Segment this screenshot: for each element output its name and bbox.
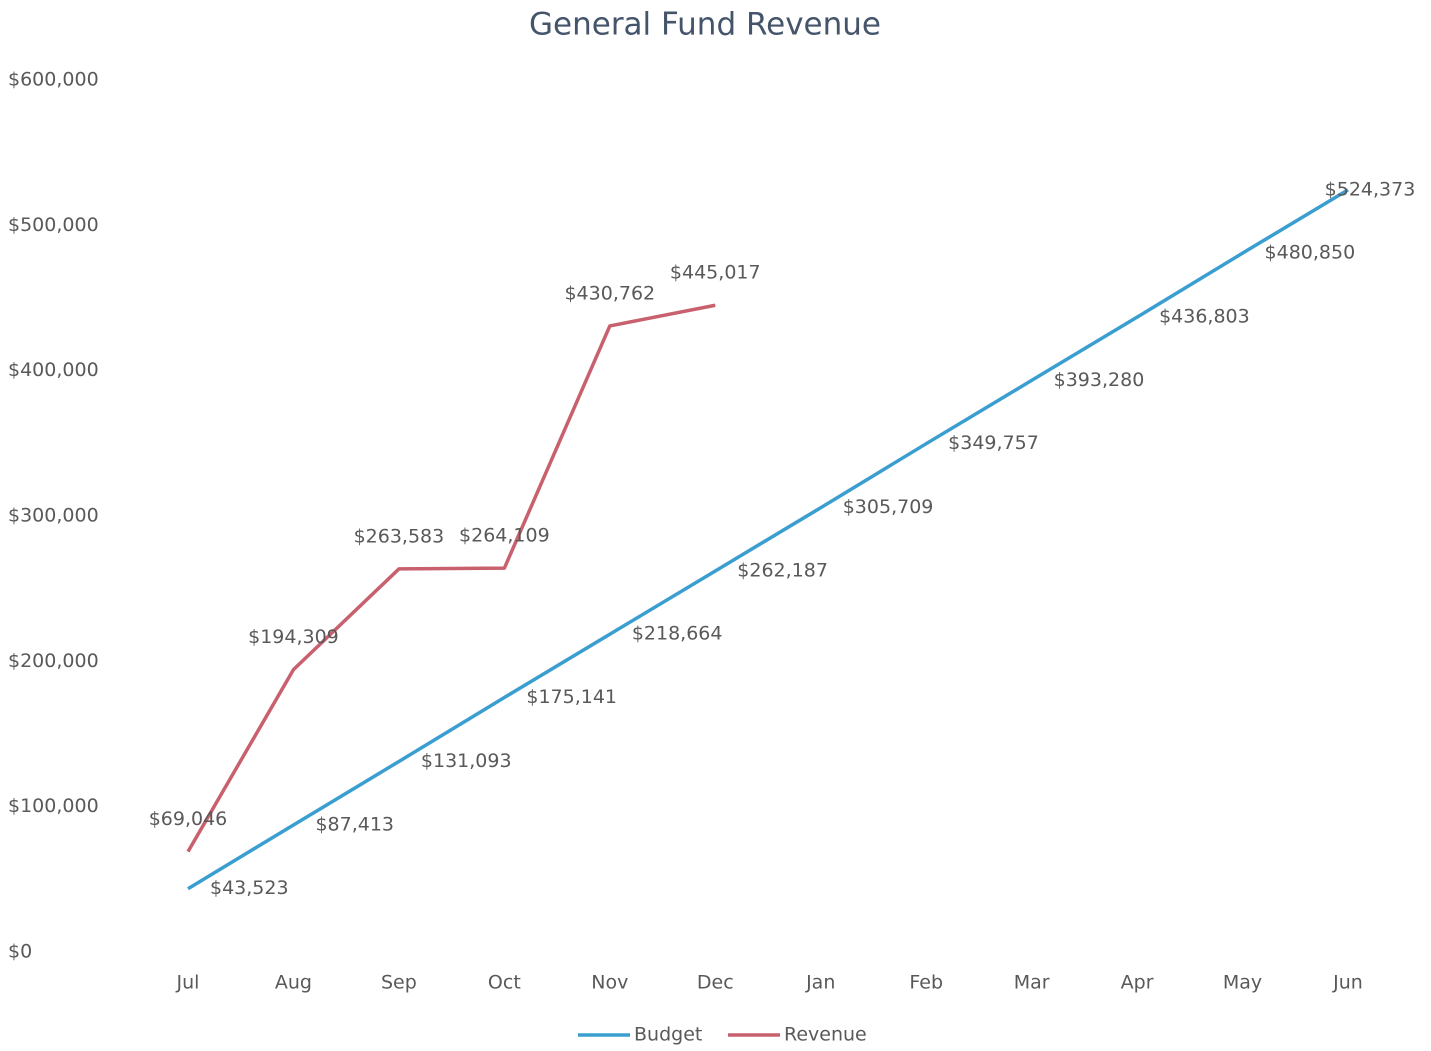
data-label: $524,373 xyxy=(1325,178,1416,200)
series-line xyxy=(187,188,1349,891)
x-tick-label: Jan xyxy=(805,972,835,994)
x-tick-label: Jul xyxy=(176,972,200,994)
x-tick-label: Nov xyxy=(591,972,628,994)
data-label: $436,803 xyxy=(1159,306,1250,328)
data-label: $264,109 xyxy=(459,525,550,547)
x-tick-label: Feb xyxy=(909,972,943,994)
data-label: $305,709 xyxy=(843,496,934,518)
x-tick-label: Sep xyxy=(381,972,417,994)
x-tick-label: Jun xyxy=(1332,972,1363,994)
legend-label: Revenue xyxy=(784,1024,867,1046)
chart-title: General Fund Revenue xyxy=(529,7,881,43)
data-label: $43,523 xyxy=(210,877,289,899)
series-line xyxy=(186,303,716,853)
data-label: $87,413 xyxy=(315,813,394,835)
data-label: $445,017 xyxy=(670,262,761,284)
y-tick-label: $100,000 xyxy=(8,795,99,817)
data-label: $263,583 xyxy=(354,525,445,547)
data-label: $430,762 xyxy=(564,282,655,304)
data-label: $218,664 xyxy=(632,623,723,645)
legend-label: Budget xyxy=(634,1024,702,1046)
y-tick-label: $200,000 xyxy=(8,650,99,672)
data-label: $262,187 xyxy=(737,559,828,581)
data-label: $69,046 xyxy=(149,808,228,830)
y-tick-label: $0 xyxy=(8,941,32,963)
y-tick-label: $600,000 xyxy=(8,69,99,91)
data-label: $194,309 xyxy=(248,626,339,648)
x-tick-label: Aug xyxy=(275,972,312,994)
x-tick-label: Mar xyxy=(1014,972,1050,994)
data-label: $393,280 xyxy=(1054,369,1145,391)
data-label: $480,850 xyxy=(1265,242,1356,264)
y-tick-label: $400,000 xyxy=(8,359,99,381)
y-tick-label: $500,000 xyxy=(8,214,99,236)
y-tick-label: $300,000 xyxy=(8,505,99,527)
data-label: $349,757 xyxy=(948,432,1039,454)
x-tick-label: Oct xyxy=(488,972,521,994)
data-label: $175,141 xyxy=(526,686,617,708)
x-tick-label: Dec xyxy=(697,972,734,994)
x-tick-label: Apr xyxy=(1121,972,1154,994)
x-tick-label: May xyxy=(1223,972,1262,994)
data-label: $131,093 xyxy=(421,750,512,772)
